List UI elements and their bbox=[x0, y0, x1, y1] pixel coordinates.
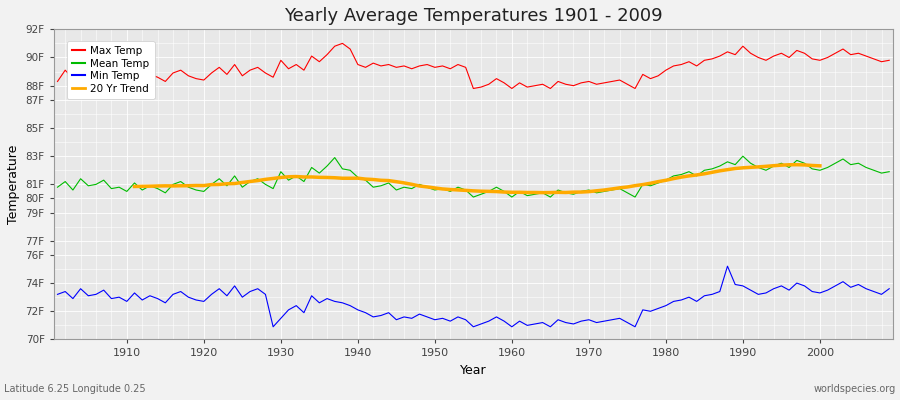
Legend: Max Temp, Mean Temp, Min Temp, 20 Yr Trend: Max Temp, Mean Temp, Min Temp, 20 Yr Tre… bbox=[68, 41, 155, 99]
Y-axis label: Temperature: Temperature bbox=[7, 145, 20, 224]
X-axis label: Year: Year bbox=[460, 364, 487, 377]
Title: Yearly Average Temperatures 1901 - 2009: Yearly Average Temperatures 1901 - 2009 bbox=[284, 7, 662, 25]
Text: Latitude 6.25 Longitude 0.25: Latitude 6.25 Longitude 0.25 bbox=[4, 384, 146, 394]
Text: worldspecies.org: worldspecies.org bbox=[814, 384, 896, 394]
